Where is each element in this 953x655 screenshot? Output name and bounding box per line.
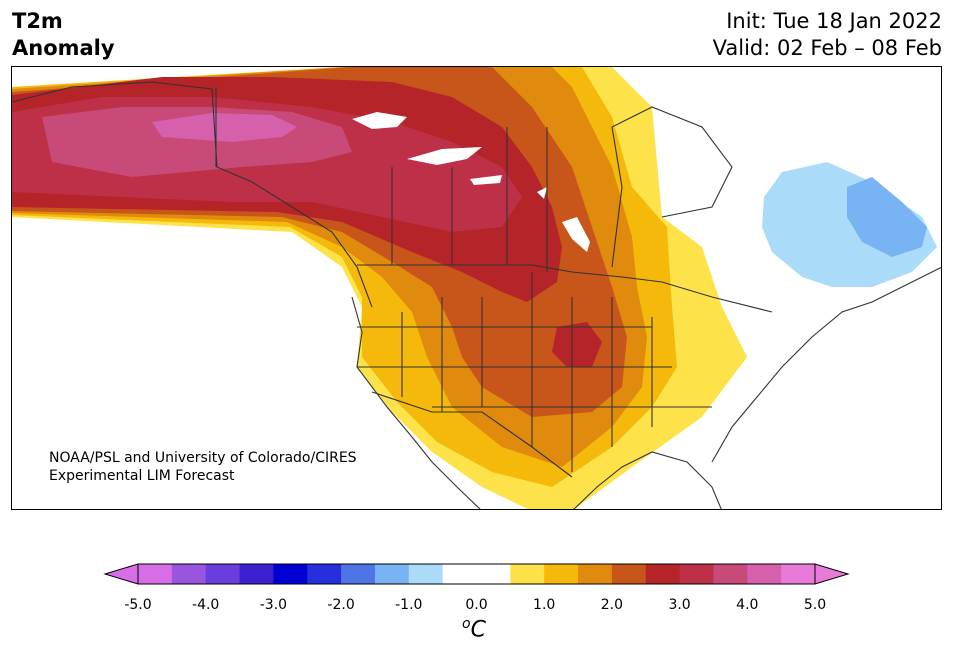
colorbar-units: oC <box>462 616 486 642</box>
colorbar-cell <box>510 564 545 584</box>
colorbar-tick-label: -1.0 <box>395 597 423 613</box>
border-us-mexico <box>371 391 573 478</box>
colorbar-cell <box>781 564 816 584</box>
border-us-canada <box>357 264 773 313</box>
anomaly-map <box>11 66 942 510</box>
colorbar-cell <box>239 564 274 584</box>
colorbar-high-arrow <box>814 563 850 585</box>
colorbar-cell <box>408 564 444 584</box>
colorbar-cell <box>442 564 477 584</box>
coastline-gulf <box>573 451 722 509</box>
colorbar-tick-label: 0.0 <box>465 597 488 613</box>
great-slave-lake <box>407 147 482 165</box>
colorbar-cell <box>578 564 613 584</box>
great-bear-lake <box>352 112 407 129</box>
units-celsius: C <box>470 617 486 643</box>
colorbar-cell <box>747 564 782 584</box>
colorbar-cell <box>374 564 410 584</box>
anomaly-region-neg-1.0 <box>847 177 927 257</box>
init-date: Init: Tue 18 Jan 2022 <box>726 9 942 33</box>
states-grid <box>357 272 712 472</box>
credit-text: NOAA/PSL and University of Colorado/CIRE… <box>49 449 357 485</box>
valid-date-range: Valid: 02 Feb – 08 Feb <box>712 36 942 60</box>
lake-winnipegosis <box>537 187 547 199</box>
colorbar-tick-label: 4.0 <box>736 597 759 613</box>
colorbar-tick-label: 1.0 <box>533 597 556 613</box>
anomaly-region-4.0 <box>152 113 297 142</box>
colorbar-cell <box>476 564 511 584</box>
colorbar-cell <box>307 564 342 584</box>
coastline-alaska <box>12 81 373 308</box>
colorbar-cell <box>273 564 308 584</box>
colorbar-cell <box>205 564 241 584</box>
colorbar-tick-label: 2.0 <box>600 597 624 613</box>
colorbar-tick-label: -5.0 <box>124 597 152 613</box>
coastline-hudson <box>611 106 733 218</box>
colorbar-cell <box>138 564 173 584</box>
colorbar <box>103 563 850 585</box>
colorbar-cell <box>171 564 207 584</box>
title-field: Anomaly <box>12 36 115 60</box>
colorbar-low-arrow <box>103 563 139 585</box>
map-title: T2m Anomaly <box>12 8 115 62</box>
colorbar-tick-label: 3.0 <box>668 597 691 613</box>
colorbar-cell <box>713 564 748 584</box>
units-degree: o <box>462 616 471 632</box>
coastline-east <box>711 266 941 463</box>
colorbar-outline <box>137 563 816 585</box>
coastline-west <box>351 296 481 509</box>
credit-line-1: NOAA/PSL and University of Colorado/CIRE… <box>49 450 357 466</box>
anomaly-region-2.5b <box>552 322 602 367</box>
colorbar-cell <box>544 564 579 584</box>
provinces-grid <box>391 127 623 272</box>
colorbar-cells <box>138 564 816 584</box>
lake-athabasca <box>470 175 502 185</box>
colorbar-tick-label: -2.0 <box>327 597 355 613</box>
colorbar-tick-label: -4.0 <box>192 597 220 613</box>
credit-line-2: Experimental LIM Forecast <box>49 468 235 484</box>
map-canvas <box>12 67 941 509</box>
title-variable: T2m <box>12 9 63 33</box>
lake-winnipeg <box>562 217 590 252</box>
colorbar-cell <box>341 564 376 584</box>
colorbar-cell <box>645 564 681 584</box>
colorbar-cell <box>679 564 714 584</box>
colorbar-tick-label: -3.0 <box>259 597 288 613</box>
forecast-dates: Init: Tue 18 Jan 2022 Valid: 02 Feb – 08… <box>713 8 942 62</box>
colorbar-tick-label: 5.0 <box>803 597 827 613</box>
colorbar-cell <box>611 564 647 584</box>
